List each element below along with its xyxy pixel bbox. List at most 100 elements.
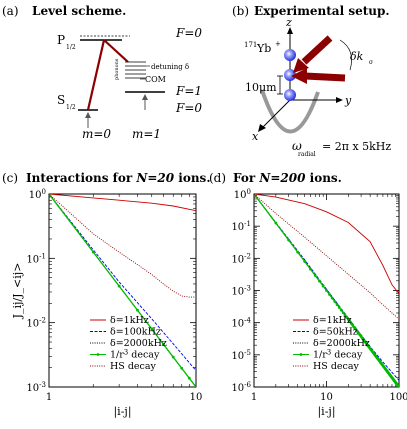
ion-label: Yb xyxy=(256,42,271,55)
series-marker xyxy=(150,327,154,331)
series-line-4 xyxy=(254,194,399,320)
panel-c-title-post: ions. xyxy=(174,171,210,185)
legend-entry: δ=50kHz xyxy=(313,327,358,338)
series-marker xyxy=(341,311,345,315)
series-marker xyxy=(325,289,328,292)
trap-potential xyxy=(260,89,320,134)
series-marker xyxy=(187,376,191,380)
legend-entry: 1/r3 decay xyxy=(110,349,160,361)
series-marker xyxy=(330,296,334,300)
series-marker xyxy=(339,308,343,312)
s-level-subscript: 1/2 xyxy=(66,104,76,111)
f0-top-label: F=0 xyxy=(175,26,202,40)
panel-a-title: Level scheme. xyxy=(32,4,126,18)
spacing-label: 10μm xyxy=(245,81,277,94)
series-marker xyxy=(161,342,165,346)
laser-beam-horizontal-head xyxy=(291,68,307,84)
y-tick-label: 10-6 xyxy=(231,381,251,394)
x-tick-label: 100 xyxy=(389,392,407,403)
x-axis-label: x xyxy=(252,130,259,143)
legend-marker xyxy=(96,353,100,356)
panel-b-letter: (b) xyxy=(232,4,249,18)
z-axis-arrowhead xyxy=(287,27,293,34)
panel-d-title-pre: For xyxy=(233,171,259,185)
series-marker xyxy=(343,313,347,317)
series-marker xyxy=(171,355,175,359)
y-tick-label: 10-2 xyxy=(231,252,251,265)
dk-arc xyxy=(339,39,352,71)
dk-subscript: σ xyxy=(369,59,373,66)
series-marker xyxy=(303,260,307,263)
z-axis-label: z xyxy=(285,16,292,29)
m0-label: m=0 xyxy=(82,127,111,141)
f0-bottom-label: F=0 xyxy=(175,101,202,115)
series-marker xyxy=(328,293,331,296)
y-axis-label: J_ij/J_<ij> xyxy=(11,263,24,320)
ion-top xyxy=(284,49,296,61)
y-tick-label: 10-3 xyxy=(26,381,46,394)
series-line-1 xyxy=(49,194,196,371)
laser-beam-diagonal-head xyxy=(293,58,309,73)
p-level-label: P xyxy=(57,33,65,47)
raman-beam-down xyxy=(103,39,129,63)
m0-arrowhead xyxy=(85,112,91,118)
x-axis-label: |i-j| xyxy=(113,405,131,419)
series-line-3 xyxy=(49,194,196,387)
ion-charge: + xyxy=(275,40,281,48)
series-line-0 xyxy=(254,194,399,294)
series-marker xyxy=(337,306,341,309)
omega-subscript: radial xyxy=(298,151,316,158)
series-marker xyxy=(348,320,352,323)
y-tick-label: 100 xyxy=(29,188,46,201)
ion-bottom xyxy=(284,89,296,101)
panel-a-letter: (a) xyxy=(2,4,19,18)
panel-d-title-post: ions. xyxy=(305,171,341,185)
panel-b-title: Experimental setup. xyxy=(254,4,390,18)
series-marker xyxy=(321,284,325,288)
panel-b: (b) Experimental setup. z y x 171 Yb + 1… xyxy=(232,4,391,158)
y-tick-label: 10-3 xyxy=(231,285,251,298)
phonons-label: phonons xyxy=(114,58,120,80)
chart-c: 1 10 10-3 10-2 10-1 100 |i-j| J_ij/J_<ij> δ=1kHz… xyxy=(11,188,202,419)
p-level-subscript: 1/2 xyxy=(66,44,76,51)
plot-area xyxy=(49,194,196,387)
legend-entry: δ=2000kHz xyxy=(313,338,370,349)
x-tick-label: 10 xyxy=(190,392,203,403)
y-tick-label: 10-4 xyxy=(231,317,251,330)
ion-middle xyxy=(284,69,296,81)
series-marker xyxy=(345,315,349,319)
plot-frame xyxy=(48,193,197,388)
legend-entry: δ=1kHz xyxy=(313,315,352,326)
chart-d: 1 10 100 10-6 10-5 10-4 10-3 10-2 10-1 100 |i-j| δ=… xyxy=(231,188,407,419)
panel-c-letter: (c) xyxy=(2,171,18,185)
legend-entry: HS decay xyxy=(110,361,157,372)
series-marker xyxy=(333,300,337,303)
x-axis-arrowhead xyxy=(258,124,266,132)
series-marker xyxy=(194,385,196,387)
y-axis-arrowhead xyxy=(336,97,343,103)
series-marker xyxy=(136,308,139,312)
omega-symbol: ω xyxy=(292,139,302,153)
raman-beam-up xyxy=(86,39,106,111)
omega-value: = 2π x 5kHz xyxy=(322,140,391,153)
laser-beam-diagonal xyxy=(301,35,333,65)
panel-d: (d) For N=200 ions. 1 10 100 10-6 10-5 10-4 10… xyxy=(209,171,407,419)
x-tick-label: 10 xyxy=(320,392,333,403)
panel-d-title-n: N=200 xyxy=(258,171,306,185)
series-marker xyxy=(397,385,399,387)
legend-entry: 1/r3 decay xyxy=(313,349,363,361)
legend-entry: δ=1kHz xyxy=(110,315,149,326)
m1-label: m=1 xyxy=(132,127,161,141)
y-tick-label: 100 xyxy=(234,188,251,201)
x-tick-label: 1 xyxy=(46,392,52,403)
legend-entry: δ=2000kHz xyxy=(110,338,167,349)
panel-c-title-n: N=20 xyxy=(135,171,174,185)
panel-a: (a) Level scheme. P 1/2 S 1/2 phonons de… xyxy=(2,4,202,141)
panel-d-title: For N=200 ions. xyxy=(233,171,342,185)
y-tick-label: 10-2 xyxy=(26,317,46,330)
panel-d-letter: (d) xyxy=(209,171,226,185)
detuning-label: detuning δ xyxy=(151,63,189,71)
legend-entry: HS decay xyxy=(313,361,360,372)
y-tick-label: 10-1 xyxy=(231,220,251,233)
